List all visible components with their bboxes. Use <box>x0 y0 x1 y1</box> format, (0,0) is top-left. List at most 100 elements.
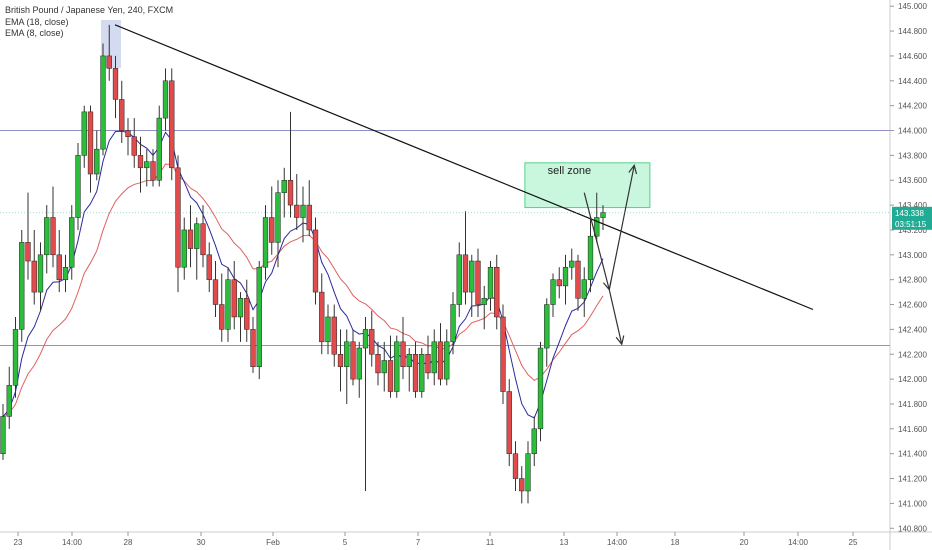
candle[interactable] <box>200 223 206 256</box>
candle[interactable] <box>31 260 37 293</box>
candle[interactable] <box>406 354 412 367</box>
trendline <box>114 24 814 311</box>
candle[interactable] <box>169 80 175 169</box>
candle[interactable] <box>556 279 562 287</box>
candle[interactable] <box>419 354 425 392</box>
candle[interactable] <box>569 260 575 268</box>
candle[interactable] <box>131 136 137 156</box>
candle[interactable] <box>294 204 300 218</box>
candle[interactable] <box>337 354 344 367</box>
candle[interactable] <box>156 117 162 181</box>
candle[interactable] <box>287 179 294 206</box>
candle[interactable] <box>56 254 62 280</box>
candle[interactable] <box>25 242 31 262</box>
candle[interactable] <box>81 111 87 156</box>
candle[interactable] <box>125 130 131 137</box>
candle[interactable] <box>494 266 500 318</box>
candle[interactable] <box>87 111 94 175</box>
candle[interactable] <box>62 266 69 280</box>
candle[interactable] <box>350 341 356 380</box>
candle[interactable] <box>306 204 312 231</box>
candle[interactable] <box>187 229 194 249</box>
candle[interactable] <box>400 341 406 367</box>
candle[interactable] <box>369 329 375 355</box>
candle[interactable] <box>506 391 512 454</box>
candle[interactable] <box>362 329 369 349</box>
candle[interactable] <box>50 217 56 256</box>
candle[interactable] <box>137 155 144 169</box>
candle[interactable] <box>581 279 587 299</box>
candle[interactable] <box>269 217 275 243</box>
candle[interactable] <box>600 212 606 218</box>
candle[interactable] <box>594 217 600 237</box>
candle[interactable] <box>312 229 319 293</box>
candle[interactable] <box>562 266 569 287</box>
candle[interactable] <box>394 341 400 392</box>
candle[interactable] <box>537 347 544 430</box>
candle[interactable] <box>456 254 462 305</box>
candle[interactable] <box>575 260 581 299</box>
candle[interactable] <box>462 254 469 293</box>
candle[interactable] <box>281 179 287 193</box>
candle[interactable] <box>437 341 444 380</box>
candle[interactable] <box>19 242 25 330</box>
candle[interactable] <box>500 316 506 392</box>
candle[interactable] <box>244 298 250 330</box>
candle[interactable] <box>12 329 19 386</box>
candle[interactable] <box>206 254 212 280</box>
candle[interactable] <box>587 235 594 280</box>
candle[interactable] <box>219 304 225 330</box>
candle[interactable] <box>531 428 537 454</box>
candle[interactable] <box>469 260 475 293</box>
candle[interactable] <box>487 266 494 299</box>
candle[interactable] <box>525 453 531 492</box>
candle[interactable] <box>512 453 519 479</box>
candle[interactable] <box>262 217 269 268</box>
candle[interactable] <box>112 68 119 100</box>
candle[interactable] <box>106 55 112 69</box>
candle[interactable] <box>356 347 362 380</box>
candle[interactable] <box>100 55 106 150</box>
candle[interactable] <box>444 341 450 380</box>
candle[interactable] <box>150 161 156 181</box>
candle[interactable] <box>119 99 125 131</box>
candle[interactable] <box>412 354 419 392</box>
candle[interactable] <box>6 385 12 417</box>
candle[interactable] <box>75 155 81 218</box>
candle[interactable] <box>162 80 169 119</box>
candle[interactable] <box>344 341 350 367</box>
candle[interactable] <box>331 316 337 355</box>
candle[interactable] <box>387 360 394 392</box>
candle[interactable] <box>237 298 244 318</box>
candle[interactable] <box>225 279 231 330</box>
candle[interactable] <box>275 192 281 243</box>
candle[interactable] <box>94 148 100 175</box>
candle[interactable] <box>194 223 200 249</box>
candle[interactable] <box>519 478 525 492</box>
candle[interactable] <box>481 298 487 305</box>
candle[interactable] <box>475 260 481 305</box>
candle[interactable] <box>431 341 437 374</box>
candle[interactable] <box>0 416 6 454</box>
candle[interactable] <box>44 217 50 256</box>
y-tick-label: 142.200 <box>898 350 927 359</box>
candle[interactable] <box>69 217 75 268</box>
candle[interactable] <box>300 204 306 218</box>
candle[interactable] <box>231 279 237 318</box>
candle[interactable] <box>250 329 256 367</box>
candle[interactable] <box>325 316 331 343</box>
candle[interactable] <box>381 360 387 374</box>
candle[interactable] <box>550 279 556 305</box>
candle[interactable] <box>144 161 150 169</box>
candle[interactable] <box>181 229 187 268</box>
candle[interactable] <box>319 291 325 343</box>
candle[interactable] <box>375 354 381 374</box>
candle[interactable] <box>37 254 44 293</box>
candle[interactable] <box>450 304 456 343</box>
candle[interactable] <box>256 266 262 367</box>
candle[interactable] <box>544 304 550 349</box>
candle[interactable] <box>425 354 431 374</box>
candle[interactable] <box>175 167 181 268</box>
candle[interactable] <box>212 279 219 305</box>
